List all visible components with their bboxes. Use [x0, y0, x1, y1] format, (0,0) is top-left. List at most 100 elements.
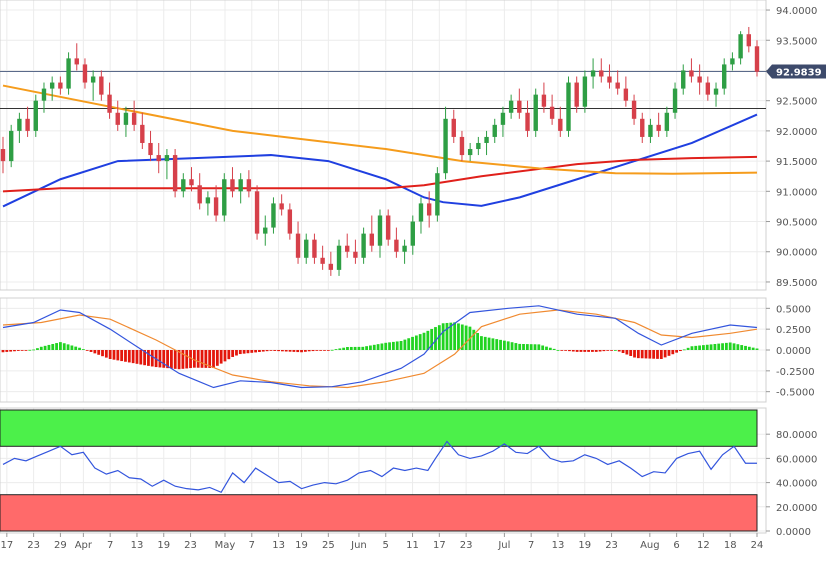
candle — [410, 215, 415, 255]
candle — [664, 106, 670, 137]
macd-histogram-bar — [284, 350, 288, 352]
macd-histogram-bar — [9, 350, 13, 352]
rsi-panel-frame — [0, 407, 767, 534]
macd-histogram-bar — [104, 350, 108, 358]
candle — [131, 100, 137, 131]
macd-histogram-bar — [583, 350, 587, 352]
macd-histogram-bar — [250, 350, 254, 353]
macd-histogram-bar — [307, 350, 311, 352]
macd-histogram-bar — [89, 350, 93, 352]
candle — [681, 64, 686, 95]
macd-histogram-bar — [552, 348, 556, 350]
macd-histogram-bar — [181, 350, 185, 369]
macd-histogram-bar — [277, 350, 280, 352]
price-axis-tick-label: 91.5000 — [776, 157, 817, 168]
macd-lines — [2, 305, 758, 389]
macd-histogram-bar — [242, 350, 246, 354]
macd-histogram-bar — [495, 339, 499, 350]
candle-body — [279, 203, 284, 210]
candle-body — [730, 58, 735, 65]
macd-histogram-bar — [330, 349, 334, 351]
macd-histogram-bar — [384, 342, 388, 350]
candle — [738, 31, 743, 65]
macd-histogram-bar — [338, 348, 342, 350]
macd-panel[interactable]: 0.5000 0.2500 0.0000 -0.2500 -0.5000 — [0, 297, 815, 403]
last-price-tag-shape — [766, 64, 826, 79]
candle-body — [131, 112, 137, 125]
candle-body — [705, 82, 711, 95]
candle — [263, 215, 268, 246]
candle — [377, 209, 383, 258]
candle — [672, 82, 678, 119]
candle-body — [369, 233, 375, 246]
candle — [549, 94, 555, 125]
x-axis: 17 23 29 Apr 7 13 19 23 May 7 13 19 25 Jun 5 11 17 23 Jul 7… — [0, 533, 763, 551]
macd-histogram-bar — [365, 346, 369, 350]
macd-histogram-bar — [545, 346, 548, 350]
candle-body — [295, 233, 301, 258]
macd-histogram-bar — [238, 350, 242, 355]
macd-histogram-bar — [633, 350, 636, 358]
macd-histogram-bar — [300, 350, 303, 353]
candle — [254, 185, 260, 240]
macd-histogram-bar — [124, 350, 127, 362]
candle-body — [164, 155, 170, 162]
macd-histogram-bar — [698, 345, 701, 350]
price-axis-tick-label: 92.5000 — [776, 97, 817, 108]
macd-histogram-bar — [116, 350, 120, 361]
macd-histogram-bar — [740, 345, 744, 350]
macd-histogram-bar — [399, 341, 403, 350]
macd-histogram-bar — [361, 346, 365, 350]
macd-histogram-bar — [476, 332, 479, 350]
candle-body — [582, 76, 588, 107]
macd-histogram-bar — [315, 350, 319, 351]
candle-body — [754, 46, 760, 72]
x-axis-tick-label: 29 — [54, 540, 67, 551]
macd-histogram-bar — [472, 329, 476, 350]
candle-body — [181, 179, 186, 192]
candle — [353, 239, 358, 264]
candle — [0, 136, 6, 174]
macd-histogram-bar — [721, 343, 724, 350]
candle — [213, 185, 219, 222]
macd-histogram-bar — [32, 349, 36, 351]
macd-histogram-bar — [158, 350, 162, 368]
macd-histogram-bar — [192, 350, 196, 368]
candle — [599, 58, 604, 83]
macd-histogram-bar — [143, 350, 147, 366]
rsi-panel[interactable]: 80.0000 60.0000 40.0000 20.0000 0.0000 — [0, 407, 817, 538]
candle — [74, 43, 79, 71]
macd-histogram-bar — [74, 346, 78, 350]
candle — [451, 109, 456, 143]
macd-histogram-bar — [196, 350, 200, 368]
candle — [525, 100, 530, 137]
macd-histogram-bar — [705, 344, 709, 350]
macd-histogram-bar — [273, 350, 277, 351]
last-price-label: 92.9839 — [776, 67, 822, 78]
macd-histogram-bar — [177, 350, 181, 370]
candle-body — [525, 112, 530, 131]
candle-body — [722, 64, 727, 89]
macd-histogram-bar — [525, 344, 529, 350]
macd-histogram-bar — [372, 344, 376, 350]
candle — [574, 76, 579, 113]
macd-histogram-bar — [437, 325, 441, 350]
x-axis-tick-label: 18 — [724, 540, 737, 551]
macd-histogram-bar — [483, 336, 487, 350]
rsi-axis-tick-label: 80.0000 — [776, 430, 817, 441]
macd-histogram-bar — [453, 322, 457, 350]
macd-histogram-bar — [636, 350, 640, 359]
price-axis-tick-label: 89.5000 — [776, 278, 817, 289]
macd-histogram-bar — [231, 350, 235, 357]
x-axis-tick-label: 13 — [272, 540, 285, 551]
candle — [640, 112, 645, 143]
candle — [656, 112, 661, 137]
price-panel[interactable]: 94.000093.500093.000092.500092.000091.50… — [0, 0, 826, 291]
candle — [689, 58, 694, 83]
candle — [238, 173, 243, 204]
macd-histogram-bar — [13, 350, 16, 352]
macd-histogram — [1, 322, 759, 370]
candle-body — [541, 94, 547, 107]
macd-histogram-bar — [166, 350, 169, 369]
macd-histogram-bar — [606, 350, 610, 351]
